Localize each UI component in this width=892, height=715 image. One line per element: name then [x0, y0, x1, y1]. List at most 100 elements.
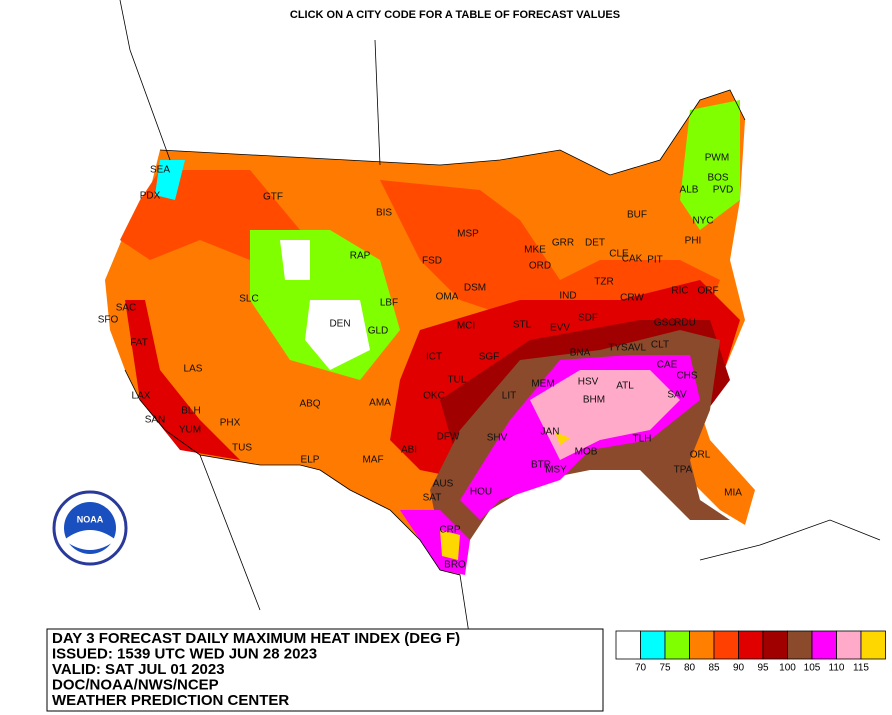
city-code[interactable]: EVV [550, 323, 570, 334]
city-code[interactable]: CAK [622, 254, 643, 265]
city-code[interactable]: TZR [594, 277, 613, 288]
legend-swatch [787, 630, 813, 660]
city-code[interactable]: PDX [140, 191, 161, 202]
city-code[interactable]: MOB [575, 447, 598, 458]
city-code[interactable]: BIS [376, 208, 392, 219]
city-code[interactable]: BTR [531, 460, 551, 471]
city-code[interactable]: LAX [132, 391, 151, 402]
city-code[interactable]: CAE [657, 360, 678, 371]
city-code[interactable]: BLH [181, 406, 200, 417]
map-shapes [105, 90, 755, 575]
city-code[interactable]: PWM [705, 153, 729, 164]
city-code[interactable]: TUL [448, 375, 467, 386]
city-code[interactable]: NYC [692, 216, 713, 227]
legend-label: 95 [757, 663, 769, 674]
city-code[interactable]: ORD [529, 261, 551, 272]
city-code[interactable]: PVD [713, 185, 734, 196]
city-code[interactable]: ORL [690, 450, 711, 461]
city-code[interactable]: SAV [667, 390, 687, 401]
city-code[interactable]: SAT [423, 493, 442, 504]
city-code[interactable]: HOU [470, 487, 492, 498]
city-code[interactable]: AVL [628, 343, 647, 354]
city-code[interactable]: ATL [616, 381, 634, 392]
city-code[interactable]: GLD [368, 326, 389, 337]
city-code[interactable]: TLH [633, 434, 652, 445]
city-code[interactable]: GSO [654, 318, 676, 329]
city-code[interactable]: CRW [620, 293, 644, 304]
city-code[interactable]: OMA [436, 292, 459, 303]
city-code[interactable]: SGF [479, 352, 500, 363]
city-code[interactable]: STL [513, 320, 532, 331]
city-code[interactable]: OKC [423, 391, 445, 402]
city-code[interactable]: ALB [680, 185, 699, 196]
city-code[interactable]: CLE [609, 249, 629, 260]
city-code[interactable]: SLC [239, 294, 258, 305]
city-code[interactable]: MKE [524, 245, 546, 256]
city-code[interactable]: SHV [487, 433, 508, 444]
city-code[interactable]: MEM [531, 379, 554, 390]
border [374, 39, 381, 166]
city-code[interactable]: MCI [457, 321, 475, 332]
city-code[interactable]: BNA [570, 348, 591, 359]
city-code[interactable]: ABQ [299, 399, 320, 410]
city-code[interactable]: TUS [232, 443, 252, 454]
city-code[interactable]: CHS [676, 371, 697, 382]
city-code[interactable]: FAT [130, 338, 148, 349]
city-code[interactable]: ICT [426, 352, 442, 363]
city-code[interactable]: BOS [707, 173, 728, 184]
city-code[interactable]: ORF [697, 286, 718, 297]
city-code[interactable]: PHX [220, 418, 241, 429]
coast [699, 519, 881, 561]
city-code[interactable]: SFO [98, 315, 119, 326]
city-code[interactable]: SAN [145, 415, 166, 426]
zone-cold [280, 240, 310, 280]
city-code[interactable]: SAC [116, 303, 137, 314]
city-code[interactable]: ELP [301, 455, 320, 466]
city-code[interactable]: MIA [724, 488, 742, 499]
city-code[interactable]: GTF [263, 192, 283, 203]
legend-swatch [713, 630, 739, 660]
city-code[interactable]: JAN [541, 427, 560, 438]
city-code[interactable]: AUS [433, 479, 454, 490]
zone-90 [380, 180, 720, 330]
legend-swatch [762, 630, 788, 660]
info-line: WEATHER PREDICTION CENTER [52, 692, 289, 709]
city-code[interactable]: PIT [647, 255, 663, 266]
city-code[interactable]: SDF [578, 313, 598, 324]
city-code[interactable]: MAF [362, 455, 383, 466]
city-code[interactable]: YUM [179, 425, 201, 436]
city-code[interactable]: PHI [685, 236, 702, 247]
city-code[interactable]: BHM [583, 395, 605, 406]
city-code[interactable]: BUF [627, 210, 647, 221]
city-code[interactable]: RAP [350, 251, 371, 262]
city-code[interactable]: LBF [380, 298, 398, 309]
city-code[interactable]: RIC [671, 286, 688, 297]
city-code[interactable]: HSV [578, 377, 599, 388]
city-code[interactable]: ABI [401, 445, 417, 456]
city-code[interactable]: DSM [464, 283, 486, 294]
border [119, 0, 171, 161]
city-code[interactable]: TYS [608, 343, 628, 354]
city-code[interactable]: BRO [444, 560, 466, 571]
city-code[interactable]: DEN [329, 319, 350, 330]
city-code[interactable]: AMA [369, 398, 391, 409]
legend: 70 75 80 85 90 95 100 105 110 115 [615, 630, 886, 674]
city-code[interactable]: MSY [545, 465, 567, 476]
city-code[interactable]: MSP [457, 229, 479, 240]
city-code[interactable]: LAS [184, 364, 203, 375]
legend-swatch [738, 630, 764, 660]
city-code[interactable]: CLT [651, 340, 669, 351]
city-code[interactable]: IND [559, 291, 576, 302]
city-code[interactable]: LIT [502, 391, 516, 402]
city-code[interactable]: SEA [150, 165, 170, 176]
city-code[interactable]: DET [585, 238, 605, 249]
city-code[interactable]: RDU [674, 318, 696, 329]
city-code[interactable]: GRR [552, 238, 574, 249]
legend-swatch [615, 630, 641, 660]
city-code[interactable]: CRP [439, 525, 460, 536]
city-code[interactable]: FSD [422, 256, 442, 267]
city-code[interactable]: DFW [437, 432, 460, 443]
city-code[interactable]: TPA [674, 465, 693, 476]
